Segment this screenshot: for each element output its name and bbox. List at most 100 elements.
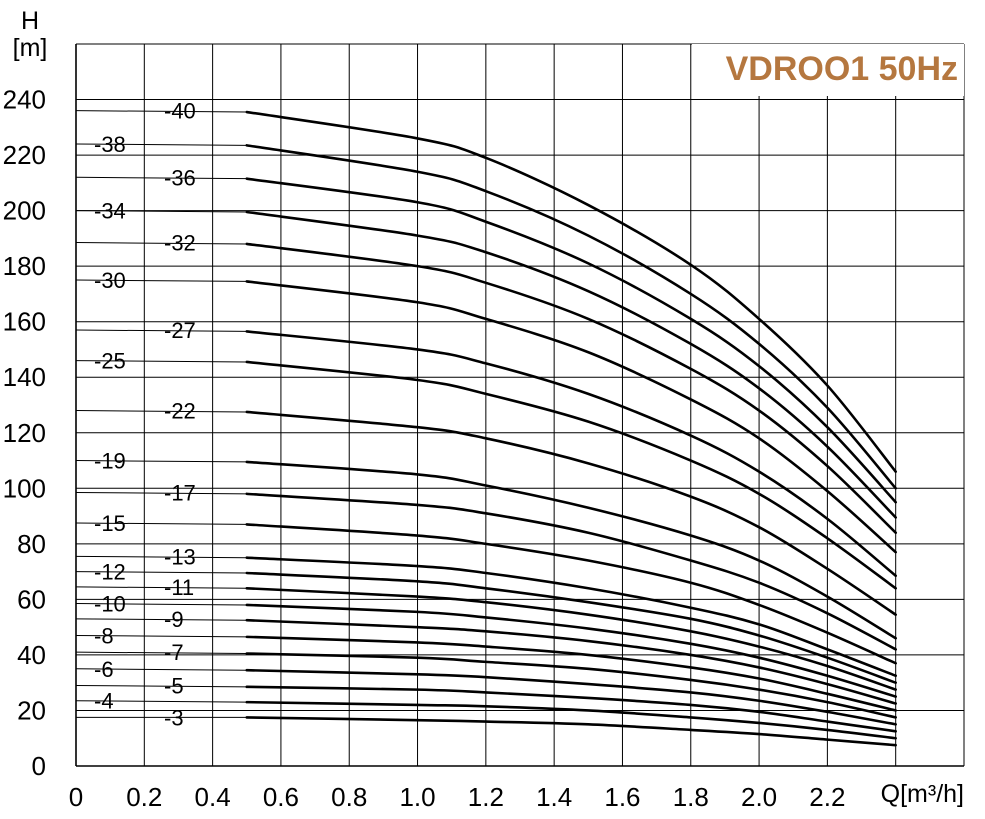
curve-label: -40 [164,99,196,124]
curve-extension [75,651,247,655]
curve-extension [75,668,247,671]
curve-model-22 [245,410,897,616]
y-tick-label: 240 [3,85,46,115]
curve-label: -30 [94,268,126,293]
curve-model-25 [245,360,897,590]
x-tick-label: 0.6 [263,782,299,812]
x-tick-label: 1.2 [468,782,504,812]
x-tick-label: 0.2 [126,782,162,812]
y-tick-label: 20 [17,695,46,725]
curve-label: -3 [164,705,184,730]
x-tick-label: 0.8 [331,782,367,812]
curve-extension [75,618,247,621]
curve-model-27 [245,330,897,578]
curve-extension [75,603,247,606]
curve-label: -6 [94,657,114,682]
y-tick-label: 120 [3,418,46,448]
curve-extension [75,491,247,495]
curve-label: -22 [164,399,196,424]
y-tick-label: 0 [32,751,46,781]
y-tick-label: 80 [17,529,46,559]
curve-label: -25 [94,349,126,374]
curve-extension [75,110,247,113]
y-tick-label: 160 [3,307,46,337]
curve-extension [75,555,247,559]
curve-model-8 [245,635,897,712]
curve-label: -13 [164,544,196,569]
y-tick-label: 140 [3,362,46,392]
curve-extension [75,279,247,282]
curve-model-12 [245,571,897,684]
x-tick-label: 1.6 [604,782,640,812]
chart-title: VDROO1 50Hz [726,50,958,88]
y-tick-label: 200 [3,196,46,226]
curve-extension [75,360,247,363]
y-axis-label-unit: [m] [13,34,48,62]
curve-extension [75,210,247,213]
curve-model-7 [245,652,897,719]
y-tick-label: 180 [3,251,46,281]
x-tick-label: 1.8 [673,782,709,812]
curve-extension [75,329,247,332]
curve-model-32 [245,242,897,535]
curve-extension [75,176,247,180]
curve-extension [75,143,247,146]
curve-model-3 [245,716,897,747]
title-background [692,44,964,96]
x-tick-label: 1.0 [399,782,435,812]
y-axis-label-h: H [21,7,39,35]
x-tick-label: 2.0 [741,782,777,812]
curve-label: -27 [164,318,196,343]
curve-label: -9 [164,607,184,632]
curve-model-11 [245,586,897,691]
y-tick-labels: 0 20 40 60 80 100 120 140 160 180 200 220 240 [3,85,46,781]
curve-extension [75,700,247,703]
curve-extension [75,684,247,688]
curve-model-4 [245,700,897,740]
curve-label: -36 [164,165,196,190]
curve-model-19 [245,460,897,640]
curve-extension [75,634,247,638]
curve-model-30 [245,280,897,554]
curve-extension [75,460,247,463]
curve-model-13 [245,556,897,678]
curve-label: -4 [94,689,114,714]
curve-model-6 [245,668,897,726]
x-tick-labels: 0 0.2 0.4 0.6 0.8 1.0 1.2 1.4 1.6 1.8 2.0 2.2 [69,782,846,812]
curve-labels: -40 -38 -36 -34 -32 -30 -27 -25 -22 -19 -17 -15 -13 -… [94,99,196,731]
curve-model-34 [245,210,897,519]
curve-label: -10 [94,592,126,617]
x-axis-label: Q[m³/h] [881,780,964,808]
curve-extension [75,242,247,245]
x-tick-label: 0.4 [195,782,231,812]
y-tick-label: 60 [17,584,46,614]
curve-extension [75,410,247,413]
curve-model-38 [245,144,897,490]
curve-label: -11 [164,575,194,600]
curve-label: -7 [164,640,184,665]
curve-extension [75,586,247,589]
curve-extension [75,522,247,525]
curve-label: -5 [164,673,184,698]
curve-model-36 [245,177,897,504]
y-tick-label: 100 [3,473,46,503]
x-tick-label: 2.2 [809,782,845,812]
grid [75,43,965,767]
curve-model-40 [245,110,897,473]
y-tick-label: 220 [3,140,46,170]
x-tick-label: 0 [69,782,83,812]
curve-extension [75,571,247,574]
curve-label: -32 [164,231,196,256]
curve-label: -8 [94,623,114,648]
curve-label: -34 [94,199,126,224]
curve-label: -38 [94,132,126,157]
curves [75,110,897,747]
curve-model-5 [245,685,897,733]
curve-label: -12 [94,560,126,585]
curve-model-17 [245,492,897,651]
curve-label: -15 [94,511,126,536]
curve-label: -19 [94,449,126,474]
curve-model-9 [245,618,897,705]
curve-model-15 [245,523,897,665]
